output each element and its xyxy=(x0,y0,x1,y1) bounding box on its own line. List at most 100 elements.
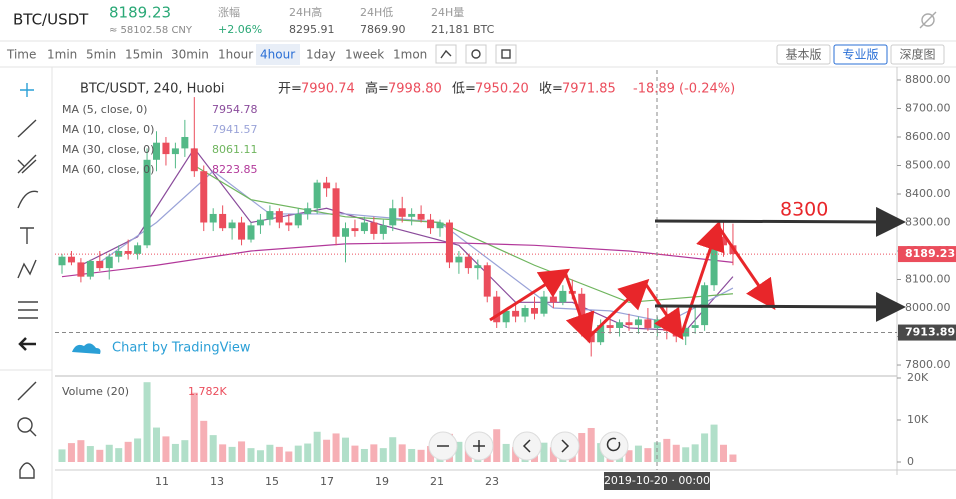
interval[interactable]: 1min xyxy=(47,48,77,62)
volume-bar xyxy=(332,433,340,462)
plot: 7800.007900.008000.008100.008200.008300.… xyxy=(55,70,956,490)
x-tick-label: 23 xyxy=(485,475,499,488)
volume-tick-label: 10K xyxy=(907,413,929,426)
volume-bar xyxy=(540,442,548,462)
volume-bar xyxy=(502,443,510,462)
candle-body xyxy=(408,213,416,217)
candle-body xyxy=(294,213,302,226)
volume-bar xyxy=(256,450,264,462)
ma-value: 8223.85 xyxy=(212,163,258,176)
interval[interactable]: 1hour xyxy=(218,48,253,62)
annotation-arrows xyxy=(489,206,906,344)
candle-body xyxy=(77,262,85,277)
volume-bar xyxy=(219,444,227,462)
volume-bar xyxy=(200,420,208,462)
interval[interactable]: Time xyxy=(6,48,36,62)
x-tick-label: 15 xyxy=(265,475,279,488)
ohlc-value: 7971.85 xyxy=(562,82,616,97)
left-toolbar[interactable] xyxy=(17,83,39,479)
volume-bar xyxy=(427,446,435,462)
version-label[interactable]: 深度图 xyxy=(899,47,935,62)
version-label[interactable]: 专业版 xyxy=(842,47,878,62)
volume-bar xyxy=(389,437,397,462)
candle-body xyxy=(606,325,614,328)
candle-body xyxy=(360,222,368,232)
candle-body xyxy=(644,319,652,328)
candle-body xyxy=(616,322,624,328)
volume-bar xyxy=(209,435,217,462)
candle-body xyxy=(96,260,104,269)
version-button[interactable] xyxy=(833,44,888,65)
candle-body xyxy=(143,159,151,246)
interval[interactable]: 5min xyxy=(86,48,116,62)
active-tab xyxy=(256,44,300,65)
change: -18.89 (-0.24%) xyxy=(633,82,735,97)
candle-body xyxy=(521,308,529,317)
candle-body xyxy=(389,208,397,226)
candle-body xyxy=(549,296,557,303)
candle-body xyxy=(181,136,189,149)
candle-body xyxy=(474,265,482,269)
x-tick-label: 11 xyxy=(155,475,169,488)
volume-bar xyxy=(729,454,737,462)
x-tick-label: 19 xyxy=(375,475,389,488)
interval[interactable]: 1week xyxy=(345,48,384,62)
volume-bar xyxy=(134,438,142,462)
volume-bar xyxy=(455,441,463,462)
stat-value: +2.06% xyxy=(218,23,262,36)
volume-bar xyxy=(313,431,321,462)
candle-body xyxy=(483,265,491,297)
candle-body xyxy=(67,256,75,263)
candle-body xyxy=(342,228,349,237)
nav-buttons[interactable] xyxy=(428,431,629,461)
y-tick-label: 8700.00 xyxy=(905,101,951,114)
candle-body xyxy=(266,211,274,220)
candle-body xyxy=(162,142,170,155)
x-tick-label: 21 xyxy=(430,475,444,488)
volume-bar xyxy=(124,441,132,462)
candle-body xyxy=(238,222,246,240)
candle-body xyxy=(332,188,340,237)
interval[interactable]: 1mon xyxy=(393,48,427,62)
crosshair-date-tag xyxy=(604,472,710,490)
volume-bar xyxy=(247,448,255,462)
volume-bar xyxy=(398,444,406,462)
interval[interactable]: 1day xyxy=(306,48,336,62)
candle-body xyxy=(304,208,312,214)
ohlc-value: 7950.20 xyxy=(475,82,529,97)
ma-name: MA (60, close, 0) xyxy=(62,163,154,176)
volume-bar xyxy=(493,429,501,462)
candle-body xyxy=(219,213,227,229)
candle-body xyxy=(256,219,264,226)
annotation: 8300 xyxy=(780,199,828,221)
volume-bar xyxy=(360,448,368,462)
interval[interactable]: 30min xyxy=(171,48,209,62)
volume-bar xyxy=(634,445,642,462)
candle-body xyxy=(124,251,132,254)
volume-bar xyxy=(162,436,170,462)
stat-label: 涨幅 xyxy=(218,6,240,19)
price: 8189.23 xyxy=(109,4,171,22)
candle-body xyxy=(427,219,435,229)
eye-icon[interactable] xyxy=(919,11,937,29)
chart-title: BTC/USDT, 240, Huobi xyxy=(80,82,224,97)
interval[interactable]: 15min xyxy=(125,48,163,62)
version-button[interactable] xyxy=(890,44,945,65)
candle-body xyxy=(285,222,293,226)
y-tick-label: 8400.00 xyxy=(905,187,951,200)
volume-bar xyxy=(96,449,104,462)
volume-bar xyxy=(238,441,246,462)
tool-icons[interactable] xyxy=(435,44,517,64)
volume-bar xyxy=(105,444,113,462)
candle-body xyxy=(436,222,444,229)
ma-name: MA (10, close, 0) xyxy=(62,123,154,136)
volume-bar xyxy=(86,446,94,462)
candle-body xyxy=(58,256,66,266)
version-label[interactable]: 基本版 xyxy=(785,48,821,62)
candle-body xyxy=(464,256,472,269)
interval[interactable]: 4hour xyxy=(260,48,295,62)
version-button[interactable] xyxy=(776,44,831,65)
volume-bar xyxy=(153,427,160,462)
candle-body xyxy=(625,322,633,326)
